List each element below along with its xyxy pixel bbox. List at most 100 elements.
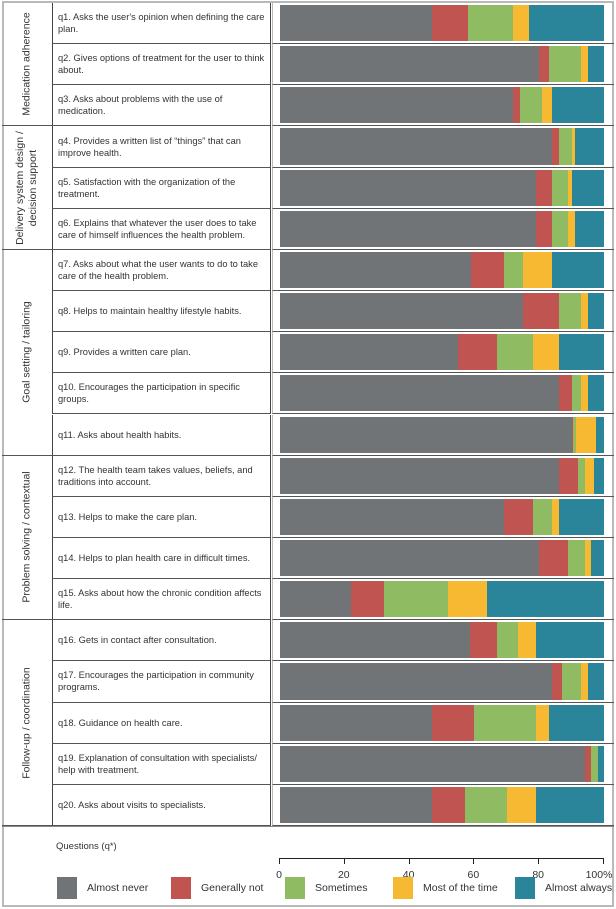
bar-segment-most-of-the-time: [506, 786, 536, 823]
legend-label: Sometimes: [315, 882, 368, 894]
group-cell: Delivery system design / decision support: [2, 126, 52, 250]
bar-segment-most-of-the-time: [513, 5, 530, 42]
legend-swatch: [57, 877, 77, 899]
bar-segment-generally-not: [584, 745, 592, 782]
group-label: Medication adherence: [20, 12, 33, 116]
bar-segment-sometimes: [467, 5, 514, 42]
chart-footer: Questions (q*) 0 20 40 60 80 100% Almost neve…: [2, 826, 614, 907]
stacked-bar: [280, 128, 604, 165]
stacked-bar: [280, 622, 604, 659]
bar-segment-almost-always: [558, 334, 604, 371]
bar-segment-almost-never: [280, 46, 540, 83]
bar-segment-sometimes: [558, 293, 582, 330]
bar-segment-generally-not: [558, 457, 579, 494]
bar-segment-generally-not: [503, 498, 533, 535]
bar-segment-sometimes: [548, 46, 582, 83]
bar-segment-most-of-the-time: [552, 498, 559, 535]
question-label: q20. Asks about visits to specialists.: [52, 784, 271, 826]
x-axis-tick: [603, 858, 604, 864]
question-label: q4. Provides a written list of “things” …: [52, 126, 271, 168]
bar-segment-almost-never: [280, 704, 433, 741]
bar-segment-sometimes: [568, 539, 585, 577]
bar-segment-sometimes: [561, 663, 582, 700]
y-axis-title: Questions (q*): [56, 841, 117, 852]
bar-segment-almost-always: [595, 416, 604, 453]
bar-segment-generally-not: [535, 169, 553, 206]
bar-segment-generally-not: [571, 416, 574, 453]
x-tick-label: 100%: [585, 869, 613, 881]
question-label: q11. Asks about health habits.: [52, 414, 271, 456]
bar-segment-most-of-the-time: [535, 704, 549, 741]
bar-segment-almost-always: [587, 375, 604, 412]
bar-row: [272, 44, 614, 86]
x-axis-tick: [343, 858, 345, 864]
bar-segment-almost-always: [535, 622, 604, 659]
question-label: q14. Helps to plan health care in diffic…: [52, 537, 271, 580]
bar-segment-most-of-the-time: [581, 375, 588, 412]
question-label: q10. Encourages the participation in spe…: [52, 373, 271, 415]
bar-segment-most-of-the-time: [584, 457, 595, 494]
bar-segment-almost-never: [280, 334, 459, 371]
stacked-bar: [280, 210, 604, 247]
question-label: q2. Gives options of treatment for the u…: [52, 44, 271, 86]
bar-segment-generally-not: [539, 46, 549, 83]
stacked-bar: [280, 704, 604, 741]
bar-segment-almost-always: [587, 663, 604, 700]
question-label: q3. Asks about problems with the use of …: [52, 85, 271, 127]
bar-row: [272, 702, 614, 744]
bar-segment-almost-always: [571, 169, 604, 206]
stacked-bar: [280, 375, 604, 412]
x-axis-tick: [408, 858, 410, 864]
legend-item: Almost never: [57, 877, 148, 899]
question-label: q1. Asks the user's opinion when definin…: [52, 3, 271, 45]
bar-segment-sometimes: [497, 622, 519, 659]
stacked-bar: [280, 498, 604, 535]
bar-segment-sometimes: [519, 87, 543, 124]
bar-segment-almost-never: [280, 622, 470, 659]
bar-segment-almost-always: [535, 786, 604, 823]
bar-segment-sometimes: [503, 251, 523, 289]
bar-segment-almost-never: [280, 416, 572, 453]
bar-segment-almost-never: [280, 498, 504, 535]
bar-segment-almost-never: [280, 663, 553, 700]
group-cell: Medication adherence: [2, 3, 52, 127]
bar-segment-generally-not: [552, 663, 562, 700]
x-axis-tick: [473, 858, 475, 864]
bar-segment-almost-never: [280, 539, 540, 577]
bar-segment-generally-not: [458, 334, 498, 371]
bar-segment-almost-always: [558, 498, 604, 535]
bar-segment-almost-always: [529, 5, 604, 42]
bar-segment-generally-not: [523, 293, 559, 330]
group-cell: Goal setting / tailoring: [2, 250, 52, 456]
group-label-line: Delivery system design /: [14, 130, 26, 245]
bar-segment-generally-not: [513, 87, 520, 124]
group-label: Delivery system design / decision support: [14, 131, 40, 245]
question-label: q18. Guidance on health care.: [52, 702, 271, 744]
bar-segment-sometimes: [571, 375, 582, 412]
stacked-bar: [280, 169, 604, 206]
bar-segment-most-of-the-time: [581, 663, 588, 700]
bar-row: [272, 784, 614, 826]
bar-segment-most-of-the-time: [568, 169, 572, 206]
group-label: Follow-up / coordination: [20, 666, 33, 779]
x-axis: 0 20 40 60 80 100%: [276, 853, 612, 883]
bar-segment-almost-always: [587, 293, 604, 330]
legend-label: Generally not: [201, 882, 264, 894]
group-cell: Follow-up / coordination: [2, 620, 52, 826]
bar-segment-sometimes: [532, 498, 553, 535]
bar-segment-sometimes: [383, 581, 449, 618]
stacked-bar: [280, 745, 604, 782]
stacked-bar: [280, 457, 604, 494]
question-label: q12. The health team takes values, belie…: [52, 455, 271, 497]
stacked-bar: [280, 786, 604, 823]
bar-segment-almost-never: [280, 87, 514, 124]
bar-row: [272, 579, 614, 621]
bar-segment-almost-always: [552, 87, 604, 124]
bar-segment-almost-never: [280, 457, 559, 494]
bar-segment-most-of-the-time: [581, 293, 588, 330]
x-axis-tick: [538, 858, 540, 864]
bar-segment-generally-not: [432, 786, 465, 823]
bar-segment-most-of-the-time: [576, 416, 596, 453]
bar-segment-sometimes: [474, 704, 536, 741]
bar-row: [272, 496, 614, 538]
